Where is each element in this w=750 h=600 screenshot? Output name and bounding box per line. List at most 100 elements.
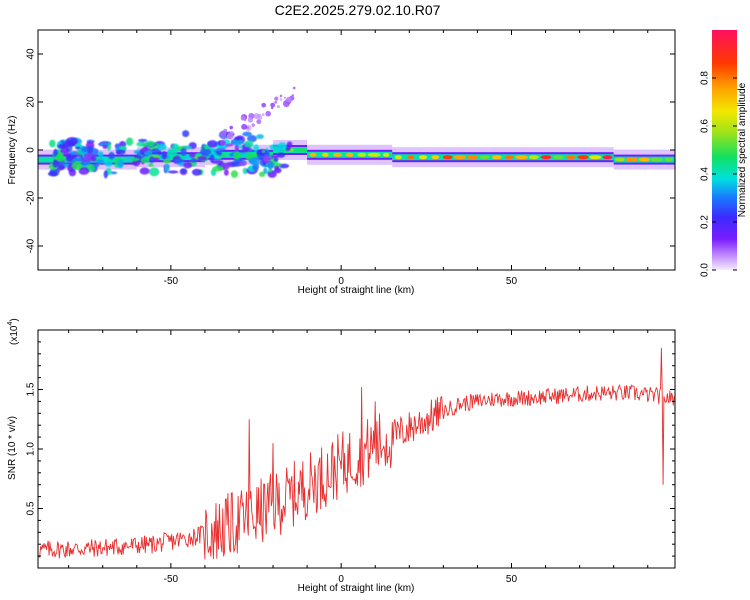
spectrogram-faint-blob xyxy=(241,123,248,130)
spectrogram-blob xyxy=(180,147,187,157)
spectrogram-blob xyxy=(216,147,226,151)
spectrogram-blob xyxy=(141,142,148,147)
band-core xyxy=(321,152,329,157)
y-tick-label: 1.0 xyxy=(26,442,37,456)
spectrogram-faint-blob xyxy=(227,134,232,140)
spectrogram-blob xyxy=(242,131,252,137)
spectrogram-blob xyxy=(98,151,104,159)
band-core xyxy=(602,155,613,160)
spectrogram-faint-blob xyxy=(256,119,262,125)
y-tick-label: -40 xyxy=(26,238,37,253)
spectrogram-faint-blob xyxy=(219,130,227,138)
colorbar-tick-label: 0.2 xyxy=(700,215,711,229)
spectrogram-faint-blob xyxy=(229,125,234,130)
spectrogram-blob xyxy=(179,168,188,176)
band-core xyxy=(552,155,564,160)
spectrogram-blob xyxy=(191,168,202,176)
spectrogram-blob xyxy=(174,158,184,163)
spectrogram-blob xyxy=(119,145,127,151)
spectrogram-blob xyxy=(138,138,148,143)
band-core xyxy=(491,155,502,160)
y-tick-label: 1.5 xyxy=(26,382,37,396)
band-core xyxy=(540,155,552,160)
spectrogram-faint-blob xyxy=(243,119,247,122)
spectrogram-blob xyxy=(238,161,247,167)
spectrogram-blob xyxy=(183,161,192,169)
spectrogram-blob xyxy=(232,138,244,146)
spectrogram-blob xyxy=(54,154,66,162)
spectrogram-blob xyxy=(110,171,118,175)
band-core xyxy=(466,155,478,160)
spectrogram-blob xyxy=(162,151,168,159)
y-tick-label: 20 xyxy=(26,96,37,108)
band-core xyxy=(664,157,673,162)
band-core xyxy=(418,155,428,160)
y-tick-label: 0 xyxy=(26,147,37,153)
spectrogram-blob xyxy=(129,157,140,162)
band-core xyxy=(650,157,664,162)
spectrogram-blob xyxy=(163,158,172,164)
spectrogram-ylabel: Frequency (Hz) xyxy=(7,116,18,185)
spectrogram-blob xyxy=(244,140,254,148)
spectrogram-blob xyxy=(69,151,78,156)
band-core xyxy=(514,155,529,160)
band-core xyxy=(614,157,625,162)
spectrogram-faint-blob xyxy=(261,113,265,117)
spectrogram-faint-blob xyxy=(292,86,296,90)
spectrogram-blob xyxy=(52,160,59,168)
spectrogram-blob xyxy=(90,156,97,162)
colorbar: 0.0 0.2 0.4 0.6 0.8 Normalized spectral ampl… xyxy=(700,30,748,277)
snr-xlabel: Height of straight line (km) xyxy=(298,583,415,594)
band-core xyxy=(295,148,308,152)
spectrogram-blob xyxy=(189,153,196,158)
spectrogram-blob xyxy=(149,156,155,164)
band-core xyxy=(309,152,317,157)
spectrogram-blob xyxy=(148,162,154,167)
spectrogram-blob xyxy=(103,170,108,179)
x-tick-label: 50 xyxy=(506,574,518,585)
spectrogram-blob xyxy=(270,154,280,159)
snr-series-line xyxy=(38,347,675,560)
band-mid xyxy=(136,154,205,161)
spectrogram-blob xyxy=(157,151,163,156)
spectrogram-faint-blob xyxy=(276,104,280,109)
colorbar-tick-label: 0.4 xyxy=(700,167,711,181)
x-tick-label: 50 xyxy=(506,276,518,287)
spectrogram-blob xyxy=(75,143,82,147)
spectrogram-faint-blob xyxy=(270,102,276,108)
spectrogram-blob xyxy=(104,160,113,167)
spectrogram-panel: -50 0 50 -40 -20 0 20 40 Height of straight lin… xyxy=(7,29,676,296)
x-tick-label: 0 xyxy=(338,276,344,287)
spectrogram-faint-blob xyxy=(247,117,254,123)
spectrogram-faint-blob xyxy=(251,123,255,127)
spectrogram-blob xyxy=(65,137,78,146)
spectrogram-blob xyxy=(139,167,150,175)
spectrogram-blob xyxy=(86,145,94,154)
spectrogram-blob xyxy=(49,139,56,148)
spectrogram-faint-blob xyxy=(279,94,283,98)
spectrogram-faint-blob xyxy=(274,96,279,101)
colorbar-label: Normalized spectral amplitude xyxy=(737,82,748,217)
spectrogram-blob xyxy=(277,152,286,158)
spectrogram-blob xyxy=(125,137,134,146)
band-core xyxy=(638,157,650,162)
spectrogram-faint-blob xyxy=(286,96,292,103)
spectrogram-blob xyxy=(108,151,115,160)
spectrogram-faint-blob xyxy=(222,137,226,140)
x-tick-label: -50 xyxy=(164,574,179,585)
band-core xyxy=(357,152,367,157)
spectrogram-blob xyxy=(116,149,126,155)
chart-title: C2E2.2025.279.02.10.R07 xyxy=(274,2,441,18)
band-core xyxy=(528,155,539,160)
snr-ylabel: SNR (10 * v/v) xyxy=(7,416,18,480)
spectrogram-blob xyxy=(75,146,81,150)
spectrogram-blob xyxy=(242,167,248,175)
colorbar-tick-label: 0.6 xyxy=(700,119,711,133)
spectrogram-blob xyxy=(209,154,215,163)
band-core xyxy=(367,152,381,157)
spectrogram-blob xyxy=(149,167,160,177)
snr-multiplier-base: (x10 xyxy=(9,325,20,345)
spectrogram-blob xyxy=(234,144,239,153)
spectrogram-blob xyxy=(81,146,88,153)
